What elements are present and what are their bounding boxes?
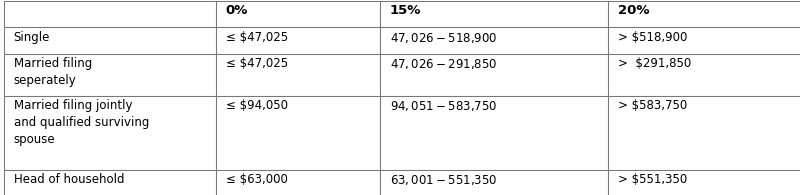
Text: ≤ $63,000: ≤ $63,000: [226, 173, 287, 186]
Bar: [608, 1, 800, 27]
Text: Married filing jointly
and qualified surviving
spouse: Married filing jointly and qualified sur…: [14, 99, 149, 146]
Text: Single: Single: [14, 31, 50, 44]
Text: $47,026-$291,850: $47,026-$291,850: [390, 57, 497, 71]
Text: 0%: 0%: [226, 4, 248, 18]
Bar: [608, 96, 800, 170]
Bar: [216, 1, 380, 27]
Text: Married filing
seperately: Married filing seperately: [14, 57, 92, 87]
Bar: [608, 54, 800, 96]
Bar: [216, 27, 380, 54]
Text: > $583,750: > $583,750: [618, 99, 687, 112]
Bar: [4, 96, 216, 170]
Text: > $518,900: > $518,900: [618, 31, 687, 44]
Text: $63,001-$551,350: $63,001-$551,350: [390, 173, 497, 187]
Bar: [380, 54, 608, 96]
Bar: [608, 27, 800, 54]
Text: ≤ $94,050: ≤ $94,050: [226, 99, 288, 112]
Bar: [380, 1, 608, 27]
Bar: [216, 170, 380, 195]
Text: $47,026-$518,900: $47,026-$518,900: [390, 31, 497, 45]
Bar: [216, 54, 380, 96]
Bar: [4, 54, 216, 96]
Text: ≤ $47,025: ≤ $47,025: [226, 31, 288, 44]
Text: 20%: 20%: [618, 4, 649, 18]
Text: $94,051-$583,750: $94,051-$583,750: [390, 99, 497, 113]
Bar: [380, 170, 608, 195]
Bar: [4, 27, 216, 54]
Bar: [380, 96, 608, 170]
Text: ≤ $47,025: ≤ $47,025: [226, 57, 288, 70]
Bar: [380, 27, 608, 54]
Bar: [4, 1, 216, 27]
Bar: [608, 170, 800, 195]
Bar: [4, 170, 216, 195]
Text: >  $291,850: > $291,850: [618, 57, 691, 70]
Bar: [216, 96, 380, 170]
Text: > $551,350: > $551,350: [618, 173, 687, 186]
Text: 15%: 15%: [390, 4, 421, 18]
Text: Head of household: Head of household: [14, 173, 124, 186]
